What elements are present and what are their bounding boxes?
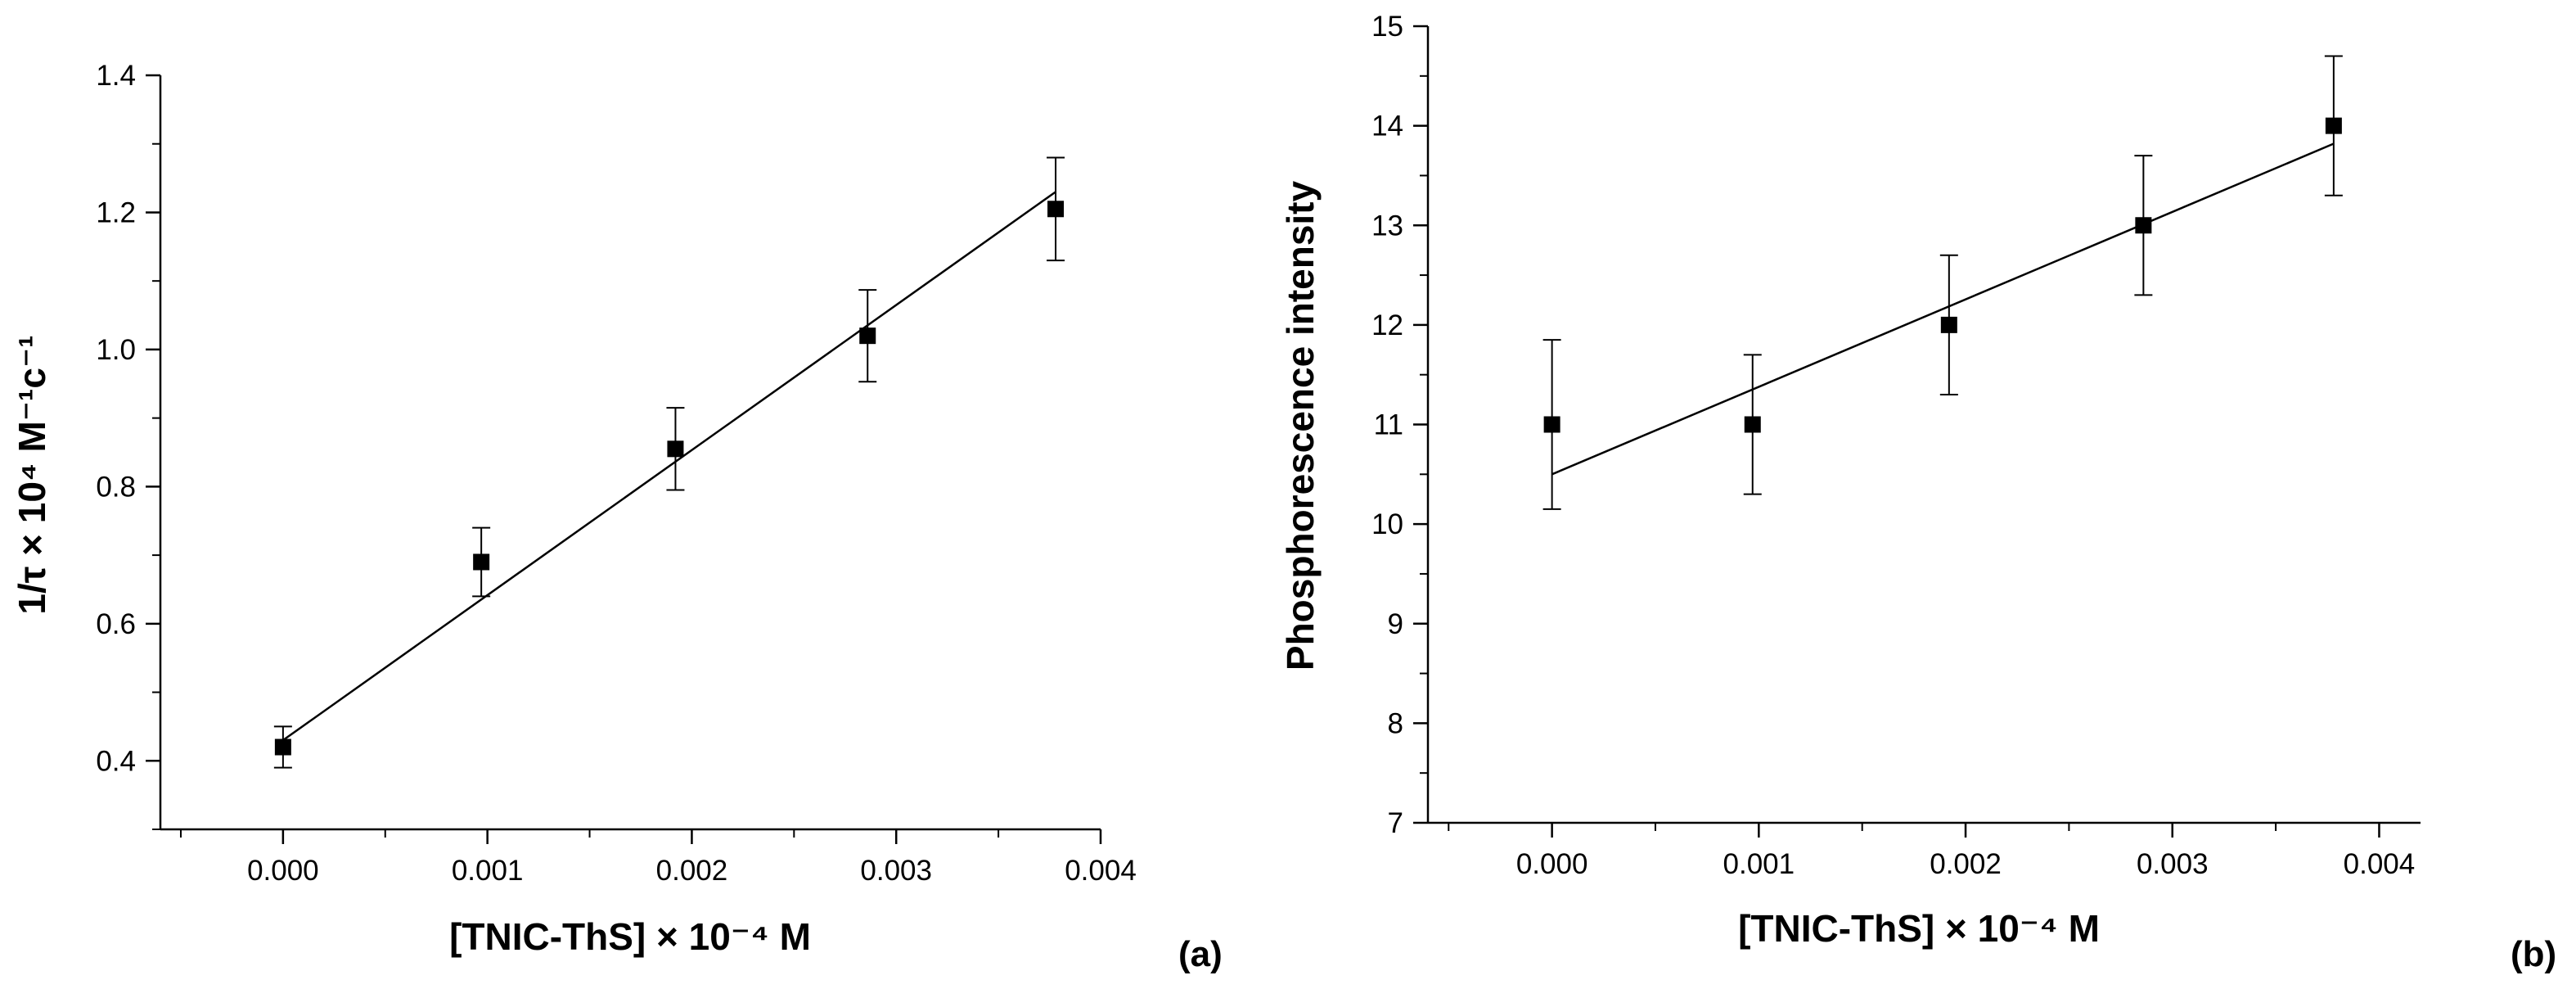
panel-a-data-point [667,440,684,458]
panel-a-axes [159,75,1101,831]
panel-b-y-tick-label: 7 [1388,807,1403,839]
panel-a-x-tick-label: 0.004 [1065,855,1137,887]
panel-a-fit-line [282,191,1056,742]
panel-b-marks [1542,55,2343,510]
panel-b-label: (b) [2511,934,2556,974]
panel-b-x-axis-title: [TNIC-ThS] × 10⁻⁴ M [1738,907,2100,950]
panel-b-y-tick-label: 15 [1371,11,1403,43]
panel-a-y-tick-label: 0.4 [96,745,136,777]
panel-b-data-point [1744,416,1761,433]
panel-a-y-axis-title: 1/τ × 10⁴ M⁻¹c⁻¹ [11,335,53,614]
panel-b-y-tick-label: 9 [1388,608,1403,640]
panel-b-data-point [2135,217,2152,234]
panel-a-x-tick-label: 0.001 [452,855,524,887]
panel-b-data-point [1543,416,1560,433]
chart-panel-a: 0.000 0.001 0.002 0.003 0.004 0.4 0.6 0.8 1.0 1.2… [11,60,1223,974]
panel-a-y-tick-label: 1.0 [96,334,136,366]
panel-b-x-tick-label: 0.004 [2344,848,2416,880]
panel-a-marks [273,156,1065,769]
panel-a-label: (a) [1178,934,1223,974]
panel-b-data-point [2325,117,2342,134]
panel-b-fit-line [1551,142,2335,476]
panel-b-x-tick-label: 0.002 [1930,848,2002,880]
panel-b-ticks: 0.000 0.001 0.002 0.003 0.004 7 8 9 10 11 12 13 14 15 [1371,11,2415,880]
panel-b-x-tick-label: 0.000 [1516,848,1588,880]
panel-a-data-point [859,327,876,345]
chart-panel-b: 0.000 0.001 0.002 0.003 0.004 7 8 9 10 11 12 13 14 15… [1279,11,2556,974]
panel-b-y-tick-label: 13 [1371,210,1403,242]
panel-a-x-axis-title: [TNIC-ThS] × 10⁻⁴ M [449,915,811,958]
panel-a-x-tick-label: 0.003 [860,855,932,887]
panel-b-x-tick-label: 0.003 [2137,848,2209,880]
panel-b-y-axis-title: Phosphorescence intensity [1279,180,1322,671]
panel-b-y-tick-label: 11 [1374,409,1403,441]
panel-a-data-point [274,738,291,756]
panel-a-y-tick-label: 0.6 [96,608,136,640]
panel-b-data-point [1940,316,1957,333]
panel-a-x-tick-label: 0.000 [247,855,319,887]
panel-b-axes [1426,26,2421,824]
panel-a-data-point [473,553,490,571]
panel-a-ticks: 0.000 0.001 0.002 0.003 0.004 0.4 0.6 0.8 1.0 1.2… [96,60,1136,887]
panel-a-y-tick-label: 1.4 [96,60,136,92]
panel-b-y-tick-label: 10 [1371,508,1403,540]
panel-b-x-tick-label: 0.001 [1723,848,1795,880]
panel-a-y-tick-label: 0.8 [96,471,136,503]
panel-a-data-point [1047,201,1065,218]
panel-b-y-tick-label: 8 [1388,707,1403,739]
panel-b-y-tick-label: 12 [1371,309,1403,341]
panel-b-y-tick-label: 14 [1371,111,1403,142]
panel-a-y-tick-label: 1.2 [96,196,136,228]
panel-a-x-tick-label: 0.002 [656,855,728,887]
